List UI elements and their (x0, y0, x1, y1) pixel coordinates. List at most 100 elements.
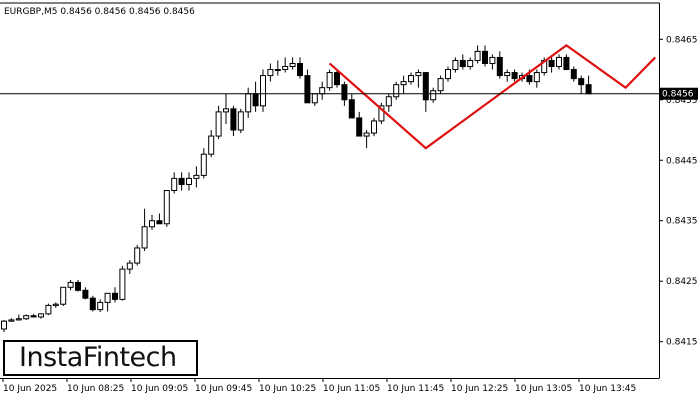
candle-bull (60, 286, 67, 305)
x-axis: 10 Jun 2025 10 Jun 08:25 10 Jun 09:05 10 Ju… (2, 378, 636, 394)
candle-bear (496, 56, 503, 77)
candle-bull (289, 62, 296, 68)
candle-bear (297, 62, 303, 77)
candle-bull (149, 220, 155, 228)
candle-bull (326, 72, 333, 89)
candle-bull (215, 111, 222, 137)
pattern-line (328, 43, 656, 150)
x-tick-label: 10 Jun 08:25 (67, 384, 124, 394)
candle-bull (445, 69, 451, 80)
candle-bull (489, 56, 496, 64)
candle-bear (578, 78, 585, 86)
x-tick-label: 10 Jun 2025 (3, 384, 57, 394)
candle-bull (415, 72, 422, 77)
candle-bull (45, 304, 52, 315)
candle-bull (378, 105, 385, 122)
candle-bull (163, 190, 170, 225)
candle-bear (82, 289, 89, 299)
candle-bull (134, 247, 141, 264)
candle-bull (393, 84, 400, 98)
y-tick-label: 0.8415 (666, 338, 698, 348)
candle-bull (141, 226, 148, 249)
candle-bull (282, 66, 289, 71)
candle-bull (15, 318, 22, 321)
y-tick-label: 0.8445 (666, 156, 698, 166)
candle-bull (430, 90, 437, 101)
candle-bull (119, 268, 126, 300)
x-tick-label: 10 Jun 11:05 (323, 384, 380, 394)
candle-bull (1, 320, 7, 330)
candle-bull (245, 93, 252, 113)
candle-bear (356, 117, 363, 137)
candle-bear (422, 72, 429, 101)
pattern-layer (328, 43, 656, 150)
candle-bear (75, 281, 81, 291)
plot-frame (0, 2, 660, 379)
candle-bull (97, 301, 104, 311)
candle-bull (311, 93, 318, 104)
candle-bear (482, 50, 488, 64)
candle-bull (274, 69, 281, 72)
x-tick-label: 10 Jun 11:45 (387, 384, 444, 394)
candle-bull (223, 108, 229, 113)
candle-bull (408, 75, 414, 83)
candle-bull (533, 72, 540, 83)
candle-bull (104, 292, 111, 303)
candle-bear (570, 69, 577, 80)
chart-header: EURGBP,M5 0.8456 0.8456 0.8456 0.8456 (4, 7, 195, 17)
candles-layer (1, 45, 592, 333)
candle-bull (23, 315, 30, 320)
candle-bear (526, 75, 533, 83)
instafintech-logo: InstaFintech (3, 340, 198, 376)
candle-bear (89, 297, 96, 311)
candle-bull (371, 120, 377, 134)
candle-bull (437, 78, 444, 92)
candle-bull (200, 153, 207, 176)
x-tick-label: 10 Jun 13:45 (579, 384, 636, 394)
candle-bull (467, 59, 474, 68)
x-tick-label: 10 Jun 10:25 (259, 384, 316, 394)
candle-bear (348, 99, 355, 119)
candle-bull (171, 177, 178, 192)
candle-bull (52, 303, 59, 306)
candle-bear (112, 292, 118, 300)
candle-bull (237, 111, 244, 131)
candle-bear (563, 56, 570, 71)
candle-bull (38, 313, 44, 318)
candle-bear (585, 84, 592, 95)
candle-bull (126, 262, 133, 270)
y-tick-label: 0.8455 (666, 96, 698, 106)
candle-bear (30, 315, 37, 318)
x-tick-label: 10 Jun 12:25 (451, 384, 508, 394)
candle-bull (363, 132, 370, 137)
candle-bear (230, 108, 237, 131)
candle-bear (334, 72, 340, 86)
x-tick-label: 10 Jun 13:05 (515, 384, 572, 394)
y-tick-label: 0.8465 (666, 35, 698, 45)
candle-bull (556, 56, 562, 68)
candle-bull (267, 69, 274, 77)
candle-bull (452, 59, 459, 71)
candle-bear (156, 220, 163, 225)
candle-bear (511, 72, 518, 80)
candle-bear (341, 84, 348, 101)
candle-bull (319, 87, 326, 95)
candle-bull (504, 72, 511, 77)
x-tick-label: 10 Jun 09:45 (195, 384, 252, 394)
candle-bull (208, 135, 215, 155)
y-tick-label: 0.8435 (666, 217, 698, 227)
y-tick-label: 0.8425 (666, 277, 698, 287)
candle-bull (385, 96, 392, 107)
candle-bear (178, 177, 185, 185)
y-axis: 0.8465 0.8455 0.8445 0.8435 0.8425 0.8415 0.84… (659, 35, 698, 348)
candle-bear (459, 59, 466, 68)
candle-bear (548, 59, 555, 68)
x-tick-label: 10 Jun 09:05 (131, 384, 188, 394)
current-price-label: 0.8456 (662, 90, 694, 100)
candle-bull (186, 177, 192, 185)
candle-bull (67, 281, 74, 288)
candle-bull (8, 319, 15, 322)
candle-bear (304, 75, 311, 104)
candle-bear (252, 93, 259, 107)
